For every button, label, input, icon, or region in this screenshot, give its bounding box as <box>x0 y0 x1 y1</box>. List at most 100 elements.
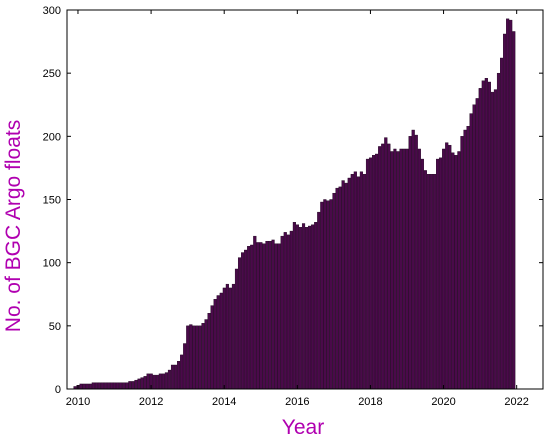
bar <box>384 137 388 390</box>
bar <box>177 361 181 390</box>
bar <box>463 129 467 390</box>
bar <box>247 246 251 390</box>
bar <box>509 19 513 390</box>
bar <box>192 325 196 390</box>
bar <box>378 146 382 390</box>
bar <box>213 299 217 390</box>
bar <box>396 151 400 390</box>
bar <box>155 374 159 390</box>
bar <box>103 382 108 390</box>
bar <box>387 143 391 390</box>
y-tick-label: 50 <box>49 321 61 333</box>
bar <box>189 324 193 390</box>
bar <box>256 242 260 390</box>
bar <box>201 323 205 390</box>
bar <box>237 257 242 390</box>
bar <box>94 382 98 390</box>
bar <box>405 148 409 390</box>
bar <box>326 200 330 390</box>
bar <box>158 373 162 390</box>
bar <box>146 373 150 390</box>
bar <box>244 249 248 390</box>
bar <box>128 381 132 390</box>
bar <box>432 174 437 390</box>
bar <box>137 378 141 390</box>
bar <box>390 151 394 390</box>
bar <box>161 373 165 390</box>
bar <box>436 158 440 390</box>
bar <box>231 283 236 390</box>
bar <box>408 136 412 390</box>
bar <box>493 89 498 390</box>
bar <box>283 232 287 390</box>
bar <box>500 57 504 390</box>
bar <box>292 222 296 390</box>
bar <box>143 376 147 390</box>
bar <box>429 174 434 390</box>
bar <box>445 142 449 390</box>
bar <box>311 224 315 390</box>
bar <box>195 325 199 390</box>
bar <box>350 174 354 390</box>
bar <box>241 252 245 390</box>
bar <box>152 374 156 390</box>
x-tick-label: 2020 <box>431 396 455 408</box>
bar <box>97 382 101 390</box>
bar <box>125 382 129 390</box>
bar <box>122 382 126 390</box>
bar <box>164 372 169 390</box>
bar <box>341 180 345 390</box>
bar <box>420 158 424 390</box>
bar <box>180 354 184 390</box>
bar <box>88 383 92 390</box>
y-tick-label: 200 <box>43 131 61 143</box>
bar <box>338 186 342 390</box>
bar <box>481 80 485 390</box>
bar <box>457 151 461 390</box>
bar <box>512 31 516 390</box>
bar <box>265 240 269 390</box>
bar <box>442 148 446 390</box>
bar <box>134 379 138 390</box>
bar <box>365 158 370 390</box>
bar <box>381 143 385 390</box>
bar <box>268 240 272 390</box>
bar <box>496 72 501 390</box>
bar <box>503 33 507 390</box>
bar <box>475 98 479 390</box>
bar <box>82 383 86 390</box>
y-tick-label: 0 <box>55 384 61 396</box>
bar <box>274 243 278 390</box>
bar <box>204 319 208 390</box>
bar <box>222 287 226 390</box>
bar <box>317 211 321 390</box>
x-axis-title: Year <box>282 416 324 439</box>
bar <box>399 148 403 390</box>
bar <box>100 382 105 390</box>
bar <box>472 104 476 390</box>
bar <box>110 382 114 390</box>
bar <box>298 227 303 390</box>
bar <box>305 227 309 390</box>
x-tick-label: 2014 <box>212 396 236 408</box>
bar <box>216 295 220 390</box>
bar <box>469 113 473 390</box>
bar <box>113 382 117 390</box>
bar <box>277 243 281 390</box>
y-axis-title: No. of BGC Argo floats <box>2 120 25 332</box>
bar <box>140 377 144 390</box>
y-tick-label: 150 <box>43 195 61 207</box>
bar <box>347 177 351 390</box>
bar <box>506 18 510 390</box>
bar <box>466 126 470 390</box>
y-tick-label: 300 <box>43 5 61 17</box>
bar <box>234 268 239 390</box>
bar <box>219 292 223 390</box>
bar <box>451 152 455 390</box>
bar <box>259 242 263 390</box>
y-tick-label: 250 <box>43 68 61 80</box>
bar <box>314 222 318 390</box>
bar <box>411 129 415 390</box>
bar <box>79 383 83 390</box>
